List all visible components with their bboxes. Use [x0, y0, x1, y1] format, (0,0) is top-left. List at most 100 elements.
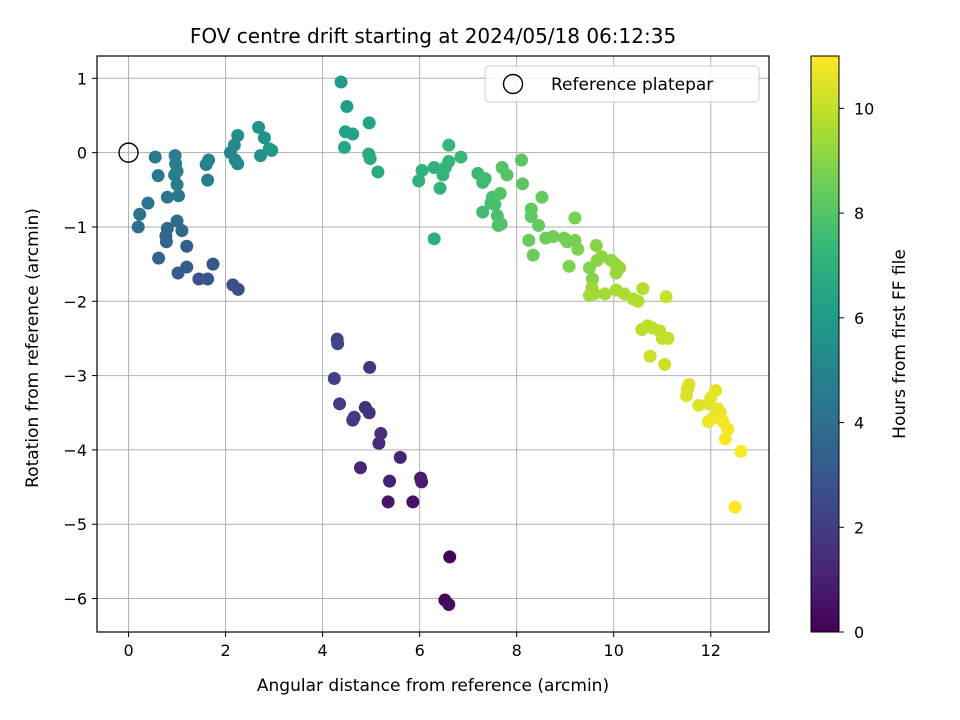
scatter-point: [734, 444, 748, 458]
scatter-point: [170, 164, 184, 178]
scatter-point: [327, 372, 341, 386]
scatter-point: [362, 116, 376, 130]
x-tick-label: 6: [415, 641, 425, 660]
y-tick-label: −2: [63, 292, 87, 311]
scatter-point: [476, 205, 490, 219]
scatter-point: [535, 190, 549, 204]
colorbar-tick-label: 2: [854, 518, 864, 537]
legend-box: [484, 65, 760, 103]
scatter-point: [131, 220, 145, 234]
y-tick-label: 0: [77, 144, 87, 163]
colorbar-tick-label: 6: [854, 309, 864, 328]
scatter-point: [172, 189, 186, 203]
scatter-point: [180, 239, 194, 253]
chart-title: FOV centre drift starting at 2024/05/18 …: [190, 24, 676, 48]
scatter-point: [337, 140, 351, 154]
scatter-point: [346, 127, 360, 141]
scatter-point: [524, 210, 538, 224]
x-tick-label: 0: [123, 641, 133, 660]
scatter-point: [175, 224, 189, 238]
scatter-point: [682, 378, 696, 392]
scatter-point: [500, 168, 514, 182]
scatter-point: [442, 138, 456, 152]
y-tick-label: 1: [77, 69, 87, 88]
scatter-point: [170, 214, 184, 228]
scatter-point: [427, 160, 441, 174]
scatter-point: [658, 357, 672, 371]
scatter-point: [680, 389, 694, 403]
scatter-point: [659, 290, 673, 304]
scatter-point: [522, 233, 536, 247]
scatter-point: [643, 349, 657, 363]
scatter-point: [340, 100, 354, 114]
scatter-point: [265, 143, 279, 157]
scatter-point: [383, 474, 397, 488]
scatter-point: [393, 450, 407, 464]
colorbar-frame: [810, 55, 840, 633]
x-axis-title: Angular distance from reference (arcmin): [257, 676, 609, 696]
scatter-point: [152, 251, 166, 265]
legend-reference-marker: [502, 73, 524, 95]
scatter-point: [427, 232, 441, 246]
x-tick-label: 8: [512, 641, 522, 660]
scatter-point: [151, 169, 165, 183]
scatter-point: [231, 129, 245, 143]
scatter-point: [171, 266, 185, 280]
scatter-point: [562, 259, 576, 273]
scatter-point: [609, 266, 623, 280]
x-tick-label: 10: [604, 641, 624, 660]
scatter-point: [334, 75, 348, 89]
scatter-point: [433, 181, 447, 195]
scatter-point: [631, 294, 645, 308]
scatter-point: [661, 331, 675, 345]
scatter-point: [201, 173, 215, 187]
scatter-point: [415, 475, 429, 489]
colorbar-gradient: [811, 56, 839, 632]
scatter-point: [381, 495, 395, 509]
colorbar-tick-label: 10: [854, 99, 874, 118]
colorbar-tick-label: 8: [854, 204, 864, 223]
scatter-point: [493, 186, 507, 200]
scatter-point: [571, 242, 585, 256]
x-tick-label: 2: [220, 641, 230, 660]
scatter-point: [636, 282, 650, 296]
scatter-point: [226, 278, 240, 292]
scatter-point: [532, 218, 546, 232]
scatter-point: [133, 207, 147, 221]
scatter-point: [202, 153, 216, 167]
plot-frame: [96, 55, 770, 633]
scatter-point: [526, 248, 540, 262]
y-axis-ticks: 1 0 −1 −2 −3 −4 −5 −6: [63, 69, 97, 609]
scatter-point: [374, 427, 388, 441]
scatter-point: [148, 150, 162, 164]
scatter-point: [709, 383, 723, 397]
legend-label: Reference platepar: [551, 75, 713, 95]
scatter-point: [358, 401, 372, 415]
scatter-point: [589, 239, 603, 253]
colorbar-ticks: 0 2 4 6 8 10: [839, 99, 874, 642]
scatter-point: [454, 150, 468, 164]
scatter-point: [353, 461, 367, 475]
reference-platepar-marker: [118, 142, 139, 163]
scatter-point: [160, 221, 174, 235]
y-tick-label: −5: [63, 515, 87, 534]
scatter-point: [160, 190, 174, 204]
scatter-point: [257, 131, 271, 145]
grid-lines: [97, 56, 769, 632]
scatter-point: [515, 153, 529, 167]
scatter-point: [231, 157, 245, 171]
scatter-point: [372, 436, 386, 450]
scatter-point: [516, 177, 530, 191]
scatter-point: [406, 495, 420, 509]
scatter-point: [141, 196, 155, 210]
colorbar-label: Hours from first FF file: [890, 249, 910, 439]
scatter-point: [598, 287, 612, 301]
scatter-point: [718, 432, 732, 446]
colorbar-tick-label: 4: [854, 414, 864, 433]
scatter-point: [347, 410, 361, 424]
y-tick-label: −3: [63, 367, 87, 386]
scatter-point: [494, 217, 508, 231]
x-tick-label: 12: [701, 641, 721, 660]
colorbar: 0 2 4 6 8 10 Hours from first FF file: [810, 55, 910, 642]
